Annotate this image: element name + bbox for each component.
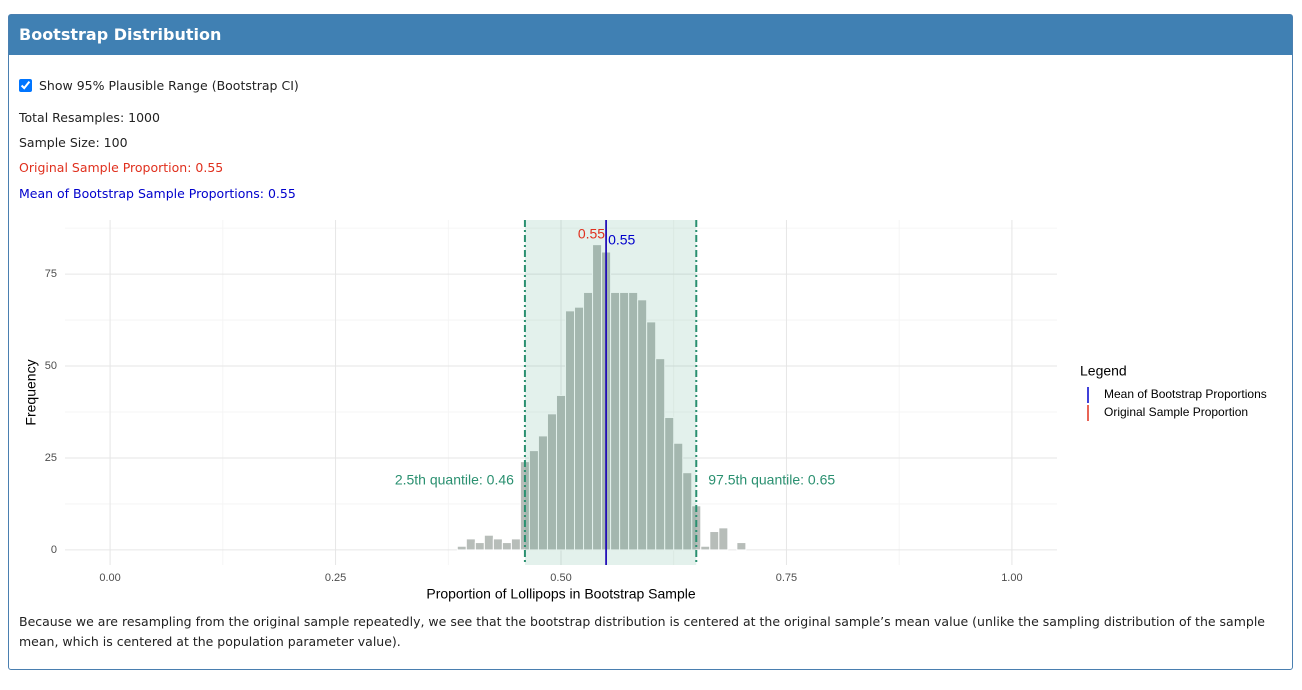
stat-text: Sample Size: 100 [19,135,128,150]
bar [510,538,521,551]
panel-header: Bootstrap Distribution [9,15,1292,55]
panel: Bootstrap Distribution Show 95% Plausibl… [8,14,1293,670]
checkbox-label[interactable]: Show 95% Plausible Range (Bootstrap CI) [39,78,299,93]
y-tick-label: 25 [45,452,57,464]
x-tick-label: 0.75 [776,572,797,584]
legend-label: Mean of Bootstrap Proportions [1104,387,1267,401]
x-tick-label: 0.25 [325,572,346,584]
ci-label: 97.5th quantile: 0.65 [708,472,835,488]
caption: Because we are resampling from the origi… [19,614,1265,649]
y-tick-label: 75 [45,268,57,280]
bar [718,527,729,551]
bar [700,545,711,551]
chart: 0.00 0.25 0.50 0.75 1.00 0 25 50 75 Proportion of… [23,220,1267,602]
stat-text: Total Resamples: 1000 [19,110,160,125]
bar [483,534,494,551]
x-tick-label: 1.00 [1001,572,1022,584]
stat-text: Mean of Bootstrap Sample Proportions: 0.… [19,186,296,201]
ci-band [524,220,697,565]
bar [709,531,720,551]
bar [465,538,476,551]
legend-label: Original Sample Proportion [1104,405,1248,419]
bar [492,538,503,551]
bar [474,542,485,551]
reference-label: 0.55 [608,232,635,248]
y-axis-title: Frequency [23,359,39,425]
y-tick-label: 0 [51,544,57,556]
x-tick-label: 0.00 [99,572,120,584]
legend-title: Legend [1080,363,1127,379]
bar [736,542,747,551]
bar [501,542,512,551]
stat-text: Original Sample Proportion: 0.55 [19,160,224,175]
reference-label: 0.55 [578,226,605,242]
bar [456,545,467,551]
ci-checkbox[interactable] [19,79,32,92]
ci-label: 2.5th quantile: 0.46 [395,472,514,488]
y-tick-label: 50 [45,360,57,372]
x-axis-title: Proportion of Lollipops in Bootstrap Sam… [426,586,695,602]
x-tick-label: 0.50 [550,572,571,584]
